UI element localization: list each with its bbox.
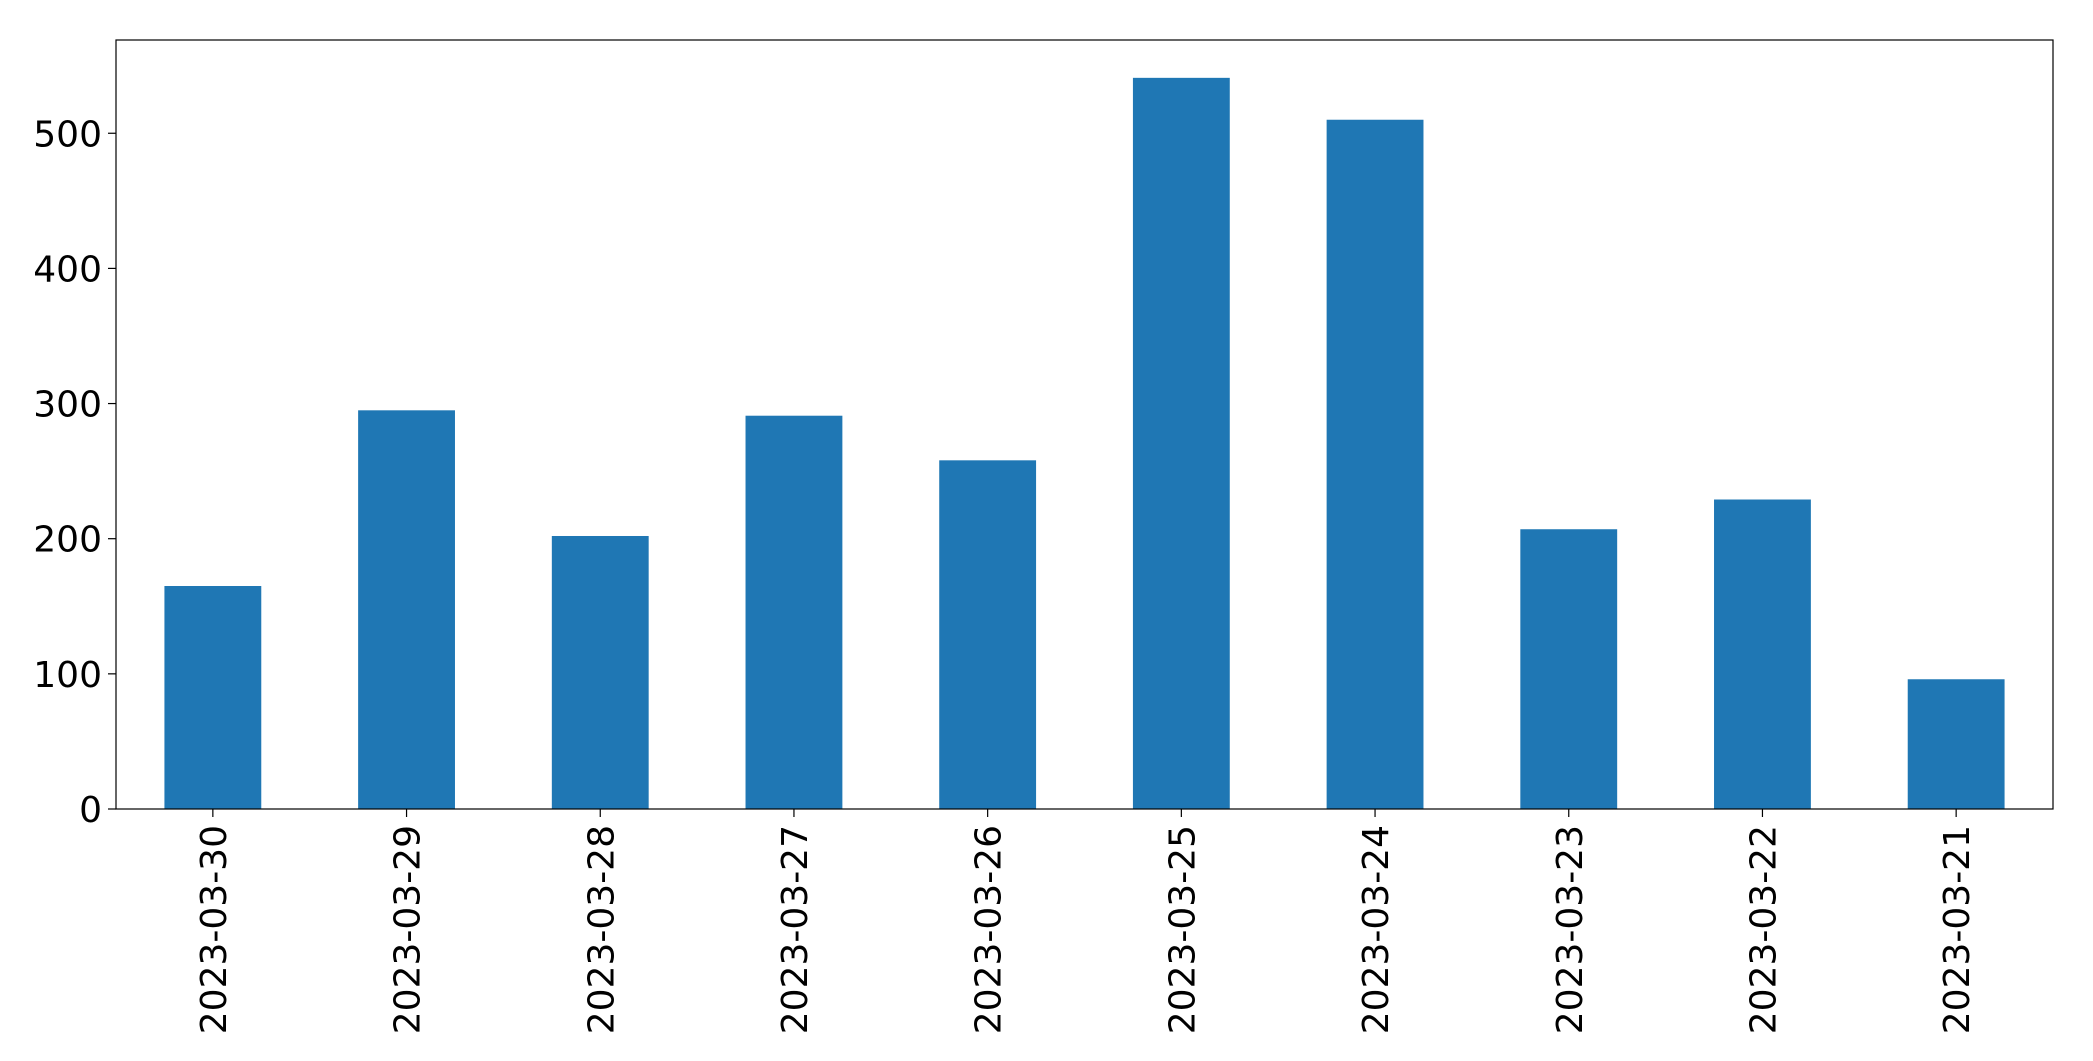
x-tick-label: 2023-03-27 bbox=[775, 825, 816, 1034]
x-tick-label: 2023-03-26 bbox=[969, 825, 1010, 1034]
bar bbox=[164, 586, 262, 809]
x-tick-label: 2023-03-29 bbox=[388, 825, 429, 1034]
bar bbox=[939, 460, 1037, 809]
y-tick-label: 100 bbox=[33, 655, 102, 696]
bar bbox=[1132, 77, 1230, 810]
x-tick-label: 2023-03-22 bbox=[1743, 825, 1784, 1034]
y-tick-label: 200 bbox=[33, 520, 102, 561]
bar bbox=[358, 410, 455, 809]
x-tick-label: 2023-03-28 bbox=[581, 825, 622, 1034]
y-tick-label: 0 bbox=[79, 790, 102, 831]
bar bbox=[1907, 679, 2005, 809]
bar bbox=[1714, 499, 1811, 809]
bar bbox=[551, 535, 649, 809]
plot-frame bbox=[115, 39, 2054, 810]
x-tick-label: 2023-03-25 bbox=[1162, 825, 1203, 1034]
y-tick-label: 400 bbox=[33, 249, 102, 290]
bar bbox=[1326, 119, 1424, 809]
x-tick-label: 2023-03-24 bbox=[1356, 825, 1397, 1034]
x-tick-label: 2023-03-30 bbox=[194, 825, 235, 1034]
bar bbox=[745, 415, 843, 809]
y-tick-label: 300 bbox=[33, 385, 102, 426]
x-tick-label: 2023-03-21 bbox=[1937, 825, 1978, 1034]
x-tick-label: 2023-03-23 bbox=[1550, 825, 1591, 1034]
bar bbox=[1520, 529, 1618, 809]
y-tick-label: 500 bbox=[33, 114, 102, 155]
